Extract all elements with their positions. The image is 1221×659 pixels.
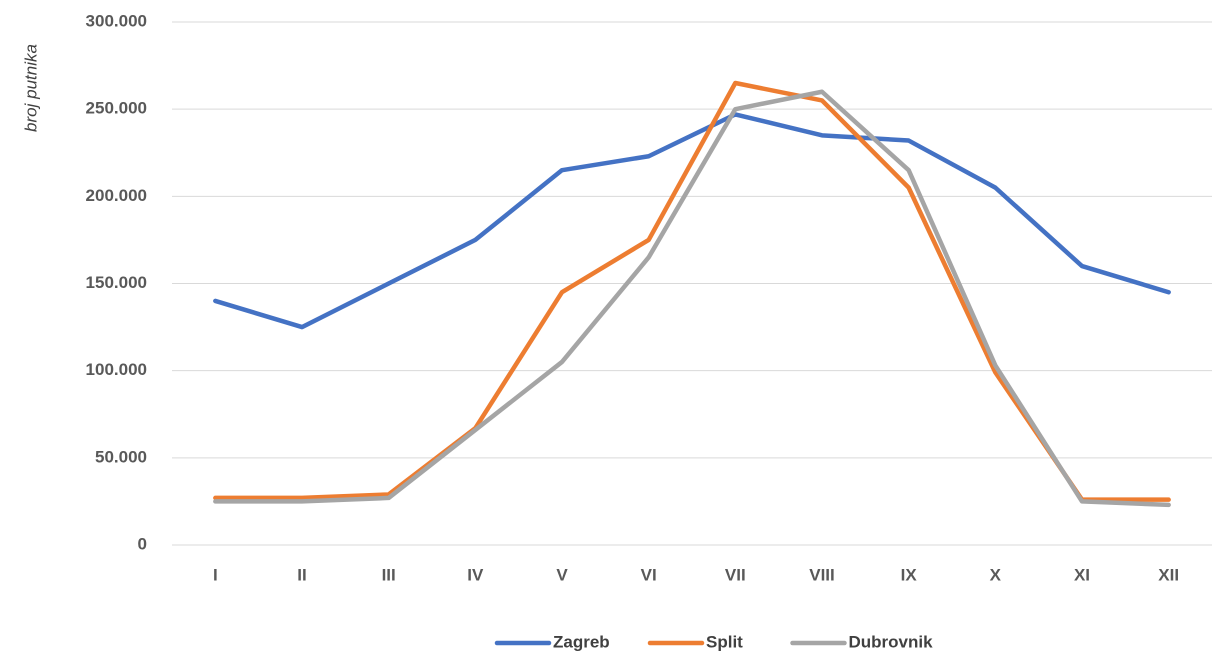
x-tick-label: X <box>990 565 1002 584</box>
x-tick-label: IX <box>901 565 918 584</box>
legend-label: Split <box>706 632 743 651</box>
series-line <box>213 80 1171 502</box>
y-tick-label: 150.000 <box>86 273 147 292</box>
y-tick-label: 50.000 <box>95 447 147 466</box>
series-line <box>213 89 1171 508</box>
x-tick-label: V <box>556 565 568 584</box>
x-tick-label: II <box>297 565 306 584</box>
x-tick-label: III <box>382 565 396 584</box>
y-axis-title: broj putnika <box>21 44 40 132</box>
y-tick-label: 250.000 <box>86 99 147 118</box>
x-tick-label: XII <box>1158 565 1179 584</box>
y-tick-label: 100.000 <box>86 360 147 379</box>
x-tick-label: IV <box>467 565 484 584</box>
y-tick-label: 300.000 <box>86 11 147 30</box>
x-tick-label: VIII <box>809 565 835 584</box>
y-tick-label: 200.000 <box>86 186 147 205</box>
y-tick-label: 0 <box>138 534 147 553</box>
x-tick-label: XI <box>1074 565 1090 584</box>
x-tick-label: I <box>213 565 218 584</box>
legend-label: Zagreb <box>553 632 610 651</box>
x-tick-label: VI <box>641 565 657 584</box>
series-line <box>213 112 1171 330</box>
legend-label: Dubrovnik <box>849 632 934 651</box>
x-tick-label: VII <box>725 565 746 584</box>
